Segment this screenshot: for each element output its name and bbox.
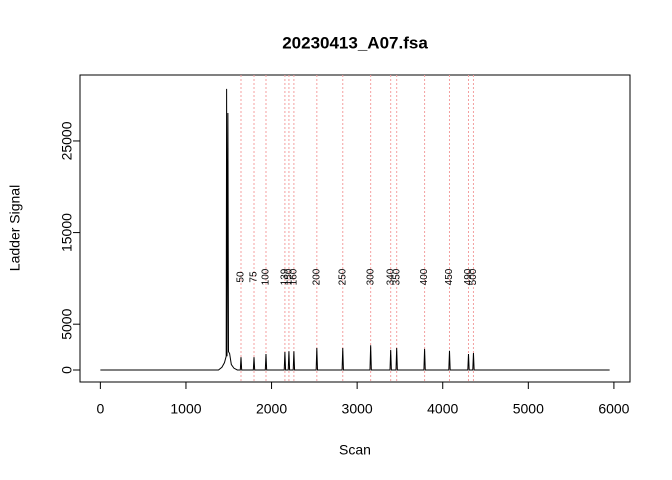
- ladder-label: 100: [261, 268, 272, 285]
- x-tick-label: 0: [96, 401, 104, 417]
- ladder-label: 490: [463, 268, 474, 285]
- ladder-label: 150: [284, 268, 295, 285]
- x-tick-label: 6000: [598, 401, 629, 417]
- ladder-label: 75: [249, 271, 260, 283]
- ladder-label: 340: [385, 268, 396, 285]
- ladder-label: 50: [236, 271, 247, 283]
- ladder-label: 300: [365, 268, 376, 285]
- x-tick-label: 3000: [342, 401, 373, 417]
- x-tick-label: 5000: [513, 401, 544, 417]
- x-tick-label: 4000: [427, 401, 458, 417]
- x-tick-label: 2000: [256, 401, 287, 417]
- ladder-label: 500: [468, 268, 479, 285]
- y-axis-label: Ladder Signal: [7, 185, 23, 271]
- y-tick-label: 0: [59, 366, 75, 374]
- ladder-label: 450: [444, 268, 455, 285]
- x-axis-label: Scan: [339, 442, 371, 458]
- chart-title: 20230413_A07.fsa: [282, 33, 428, 52]
- ladder-label: 139: [280, 268, 291, 285]
- ladder-label: 400: [419, 268, 430, 285]
- ladder-label: 350: [391, 268, 402, 285]
- ladder-label: 250: [337, 268, 348, 285]
- signal-line: [100, 88, 610, 371]
- ladder-label: 200: [311, 268, 322, 285]
- x-tick-label: 1000: [170, 401, 201, 417]
- y-tick-label: 15000: [59, 213, 75, 252]
- y-tick-label: 5000: [59, 308, 75, 339]
- ladder-label: 160: [289, 268, 300, 285]
- y-tick-label: 25000: [59, 121, 75, 160]
- plot-box: [79, 74, 631, 383]
